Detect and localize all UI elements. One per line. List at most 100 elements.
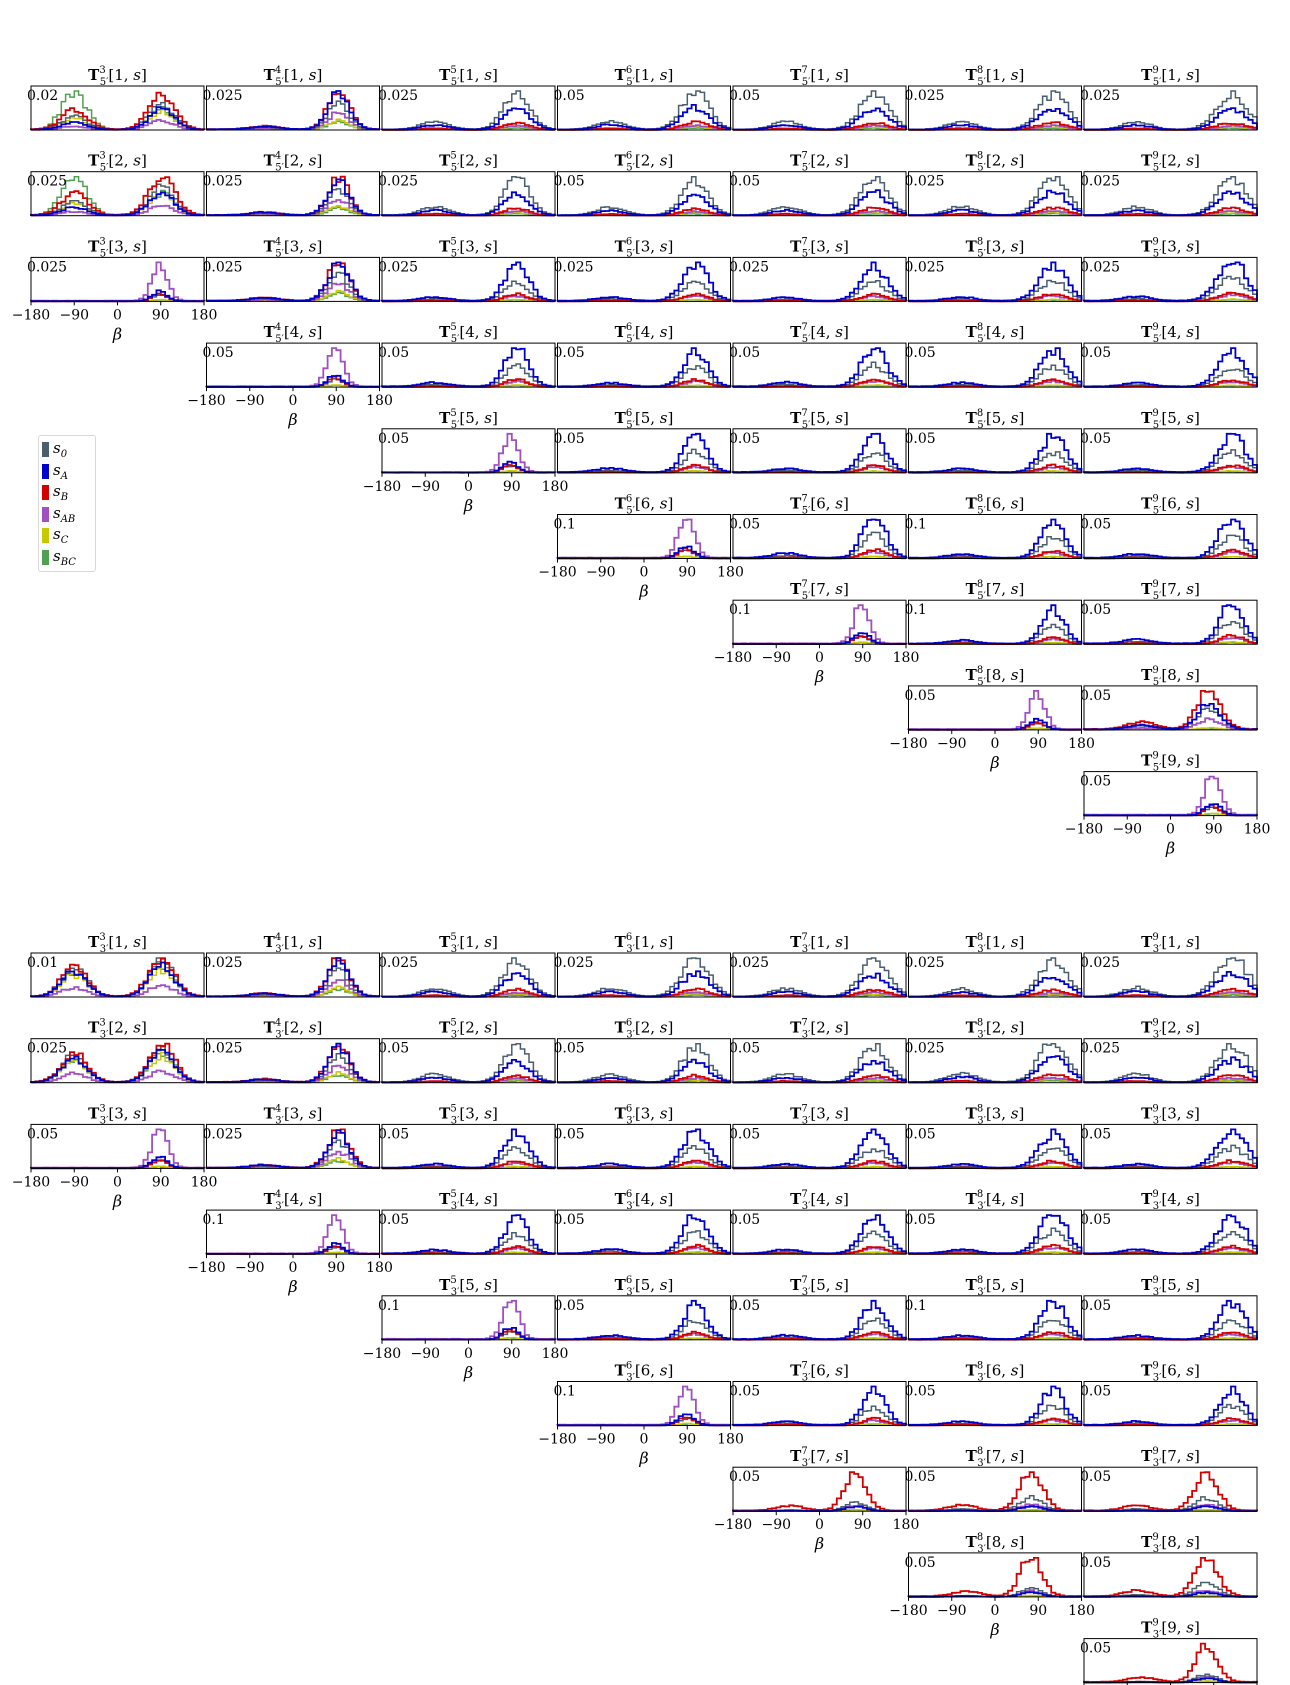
hist-sAB <box>556 1385 732 1426</box>
hist-sA <box>1083 432 1258 473</box>
subplot-5p-9-6: T9 5′[6, s] 0.05 <box>1080 494 1258 560</box>
legend-label: sC <box>53 525 69 547</box>
subplot-frame <box>1083 428 1258 474</box>
y-tick-label: 0.025 <box>905 88 945 104</box>
subplot-title: T4 5′[4, s] <box>264 322 323 345</box>
x-tick-label: 180 <box>191 307 218 323</box>
legend-label: sAB <box>53 503 76 525</box>
subplot-5p-9-3: T9 5′[3, s] 0.025 <box>1080 236 1258 303</box>
hist-sA <box>381 1214 556 1255</box>
subplot-frame <box>908 1295 1082 1341</box>
hist-sA <box>1083 1299 1258 1340</box>
hist-sB <box>1083 1557 1258 1598</box>
subplot-title: T5 5′[2, s] <box>439 151 498 174</box>
y-tick-label: 0.1 <box>905 602 927 618</box>
x-tick-label: −180 <box>12 1174 50 1190</box>
x-axis-label: β <box>463 496 473 515</box>
subplot-frame <box>1083 952 1258 998</box>
x-axis-label: β <box>1165 839 1175 858</box>
subplot-frame <box>1083 342 1258 388</box>
subplot-frame <box>206 1209 380 1255</box>
subplot-3p-9-6: T9 3′[6, s] 0.05 <box>1080 1361 1258 1427</box>
subplot-3p-6-5: T6 3′[5, s] 0.05 <box>554 1275 732 1341</box>
subplot-3p-6-4: T6 3′[4, s] 0.05 <box>554 1189 732 1255</box>
subplot-frame <box>732 1123 907 1169</box>
subplot-5p-6-3: T6 5′[3, s] 0.025 <box>554 236 732 303</box>
x-tick-label: 180 <box>717 565 744 581</box>
hist-s0 <box>732 1148 907 1169</box>
hist-sA <box>381 972 556 998</box>
subplot-title: T6 5′[3, s] <box>615 236 674 259</box>
subplot-5p-5-3: T5 5′[3, s] 0.025 <box>378 236 556 303</box>
y-tick-label: 0.02 <box>27 88 58 104</box>
subplot-frame <box>381 1209 556 1255</box>
hist-sA <box>205 1129 381 1169</box>
hist-sA <box>1083 1385 1258 1426</box>
hist-sA <box>1083 604 1258 645</box>
legend-entry-sBC: sBC <box>42 547 92 569</box>
legend-label: sBC <box>53 546 76 568</box>
subplot-frame <box>1083 171 1258 217</box>
y-tick-label: 0.025 <box>378 174 418 190</box>
hist-sA <box>1083 190 1258 217</box>
subplot-title: T7 3′[6, s] <box>790 1361 849 1384</box>
subplot-5p-8-6: T8 5′[6, s] 0.1 <box>905 494 1083 560</box>
hist-sB <box>1083 1471 1258 1512</box>
hist-s0 <box>907 1147 1083 1169</box>
x-tick-label: −90 <box>761 650 791 666</box>
subplot-title: T8 3′[1, s] <box>966 932 1025 955</box>
legend-label: sB <box>53 482 69 504</box>
subplot-3p-7-2: T7 3′[2, s] 0.05 <box>729 1018 907 1084</box>
hist-sA <box>556 104 732 131</box>
legend-swatch <box>42 442 49 458</box>
subplot-frame <box>1083 256 1258 302</box>
hist-sAB <box>205 1214 381 1255</box>
hist-sA <box>381 261 556 302</box>
subplot-3p-5-3: T5 3′[3, s] 0.05 <box>378 1103 556 1170</box>
x-tick-label: 90 <box>152 307 170 323</box>
legend-swatch <box>42 506 49 522</box>
y-tick-label: 0.05 <box>1080 1126 1111 1142</box>
y-tick-label: 0.05 <box>729 1212 760 1228</box>
y-tick-label: 0.05 <box>1080 688 1111 704</box>
hist-sA <box>907 347 1083 388</box>
subplot-frame <box>908 1209 1082 1255</box>
subplot-5p-9-4: T9 5′[4, s] 0.05 <box>1080 322 1258 388</box>
hist-sA <box>907 189 1083 217</box>
subplot-frame <box>732 1209 907 1255</box>
hist-sA <box>556 432 732 473</box>
x-tick-label: −180 <box>1065 822 1103 838</box>
subplot-title: T9 5′[1, s] <box>1141 65 1200 88</box>
subplot-5p-9-8: T9 5′[8, s] 0.05 <box>1080 665 1258 731</box>
subplot-frame <box>381 342 556 388</box>
hist-sA <box>732 1299 907 1341</box>
y-tick-label: 0.05 <box>1080 602 1111 618</box>
y-tick-label: 0.1 <box>554 1384 576 1400</box>
hist-sA <box>205 178 381 216</box>
subplot-title: T9 3′[7, s] <box>1141 1446 1200 1469</box>
y-tick-label: 0.1 <box>554 517 576 533</box>
hist-sA <box>1083 107 1258 131</box>
subplot-3p-7-1: T7 3′[1, s] 0.025 <box>729 932 907 998</box>
subplot-frame <box>1083 85 1258 131</box>
subplot-title: T4 5′[3, s] <box>264 236 323 259</box>
subplot-title: T5 5′[1, s] <box>439 65 498 88</box>
y-tick-label: 0.05 <box>1080 1298 1111 1314</box>
x-tick-label: 0 <box>815 1517 824 1533</box>
subplot-3p-7-4: T7 3′[4, s] 0.05 <box>729 1189 907 1255</box>
x-axis-label: β <box>638 582 648 601</box>
hist-sA <box>381 1128 556 1169</box>
y-tick-label: 0.05 <box>729 1298 760 1314</box>
subplot-frame <box>557 1123 731 1169</box>
hist-sA <box>556 347 732 388</box>
y-tick-label: 0.025 <box>378 88 418 104</box>
subplot-frame <box>732 1295 907 1341</box>
x-tick-label: −90 <box>761 1517 791 1533</box>
hist-sA <box>30 289 205 303</box>
hist-sA <box>732 1385 907 1426</box>
legend: s0 sA sB sAB sC sBC <box>38 435 96 572</box>
subplot-5p-6-5: T6 5′[5, s] 0.05 <box>554 408 732 474</box>
y-tick-label: 0.1 <box>905 1298 927 1314</box>
x-tick-label: 180 <box>1068 736 1095 752</box>
